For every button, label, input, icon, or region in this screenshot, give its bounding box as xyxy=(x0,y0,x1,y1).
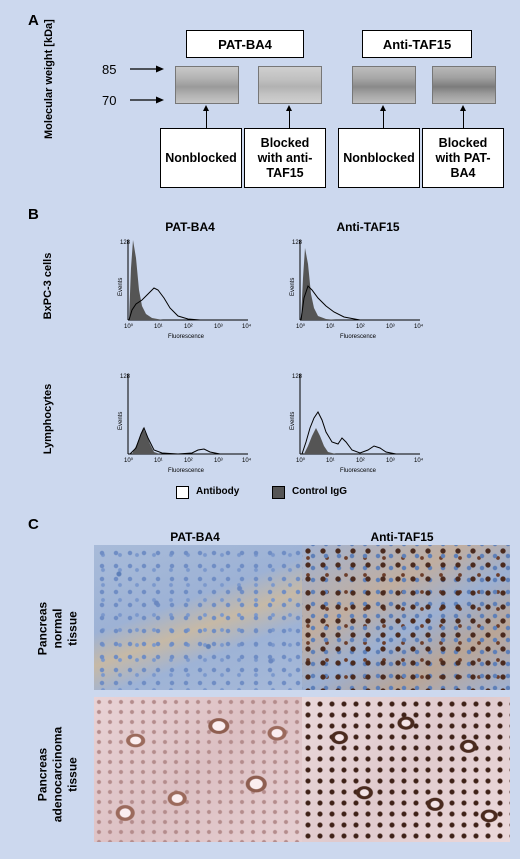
x-tick-2: 10² xyxy=(356,324,365,330)
x-tick-3: 10³ xyxy=(386,458,395,464)
western-blot-lane-4 xyxy=(432,66,496,104)
ihc-row-label-normal: Pancreas normal tissue xyxy=(35,601,80,656)
x-tick-3: 10³ xyxy=(386,324,395,330)
x-tick-1: 10¹ xyxy=(326,324,335,330)
y-max-label: 128 xyxy=(292,374,303,380)
lane-4-arrow xyxy=(460,105,466,128)
x-axis-label: Fluorescence xyxy=(168,334,205,340)
x-axis-label: Fluorescence xyxy=(168,468,205,474)
flow-column-title-pat-ba4: PAT-BA4 xyxy=(165,220,215,234)
western-blot-lane-1 xyxy=(175,66,239,104)
y-axis-label: Events xyxy=(118,278,124,296)
legend-label-control: Control IgG xyxy=(292,486,347,497)
lane-label-4: Blocked with PAT-BA4 xyxy=(422,128,504,188)
mw-arrows xyxy=(130,65,164,104)
flow-row-label-bxpc3: BxPC-3 cells xyxy=(42,252,54,320)
x-tick-1: 10¹ xyxy=(154,324,163,330)
lane-label-2: Blocked with anti-TAF15 xyxy=(244,128,326,188)
lane-3-arrow xyxy=(380,105,386,128)
group-header-pat-ba4: PAT-BA4 xyxy=(186,30,304,58)
panel-a-letter: A xyxy=(28,12,39,29)
lane-label-3: Nonblocked xyxy=(338,128,420,188)
x-axis-label: Fluorescence xyxy=(340,334,377,340)
x-tick-1: 10¹ xyxy=(154,458,163,464)
x-axis-label: Fluorescence xyxy=(340,468,377,474)
lane-label-1: Nonblocked xyxy=(160,128,242,188)
lane-1-arrow xyxy=(203,105,209,128)
x-tick-1: 10¹ xyxy=(326,458,335,464)
lane-2-arrow xyxy=(286,105,292,128)
x-tick-4: 10⁴ xyxy=(242,457,252,464)
x-tick-2: 10² xyxy=(184,324,193,330)
ihc-row-label-adenocarcinoma: Pancreas adenocarcinoma tissue xyxy=(35,726,80,823)
x-tick-2: 10² xyxy=(356,458,365,464)
legend-swatch-control xyxy=(272,486,285,499)
y-axis-label: Events xyxy=(290,278,296,296)
mw-marker-70: 70 xyxy=(102,93,117,108)
y-max-label: 128 xyxy=(292,240,303,246)
x-tick-3: 10³ xyxy=(214,458,223,464)
x-tick-3: 10³ xyxy=(214,324,223,330)
ihc-image-normal-pat-ba4 xyxy=(94,545,302,690)
ihc-column-title-pat-ba4: PAT-BA4 xyxy=(170,530,220,544)
flow-column-title-anti-taf15: Anti-TAF15 xyxy=(336,220,400,234)
flow-histogram-lymphocytes-pat-ba4: 128 Events 10⁰ 10¹ 10² 10³ 10⁴ Fluoresce… xyxy=(108,362,258,492)
y-max-label: 128 xyxy=(120,240,131,246)
x-tick-4: 10⁴ xyxy=(242,323,252,330)
flow-histogram-bxpc3-pat-ba4: 128 Events 10⁰ 10¹ 10² 10³ 10⁴ Fluoresce… xyxy=(108,228,258,358)
legend-label-antibody: Antibody xyxy=(196,486,240,497)
x-tick-4: 10⁴ xyxy=(414,457,424,464)
molecular-weight-label: Molecular weight [kDa] xyxy=(43,19,55,139)
x-tick-2: 10² xyxy=(184,458,193,464)
flow-histogram-bxpc3-anti-taf15: 128 Events 10⁰ 10¹ 10² 10³ 10⁴ Fluoresce… xyxy=(280,228,430,358)
x-tick-0: 10⁰ xyxy=(296,323,306,330)
x-tick-0: 10⁰ xyxy=(124,457,134,464)
y-max-label: 128 xyxy=(120,374,131,380)
x-tick-0: 10⁰ xyxy=(124,323,134,330)
panel-c-letter: C xyxy=(28,516,39,533)
western-blot-lane-3 xyxy=(352,66,416,104)
western-blot-lane-2 xyxy=(258,66,322,104)
x-tick-0: 10⁰ xyxy=(296,457,306,464)
ihc-image-adenocarcinoma-anti-taf15 xyxy=(302,697,510,842)
ihc-image-normal-anti-taf15 xyxy=(302,545,510,690)
ihc-column-title-anti-taf15: Anti-TAF15 xyxy=(370,530,434,544)
legend-swatch-antibody xyxy=(176,486,189,499)
group-header-anti-taf15: Anti-TAF15 xyxy=(362,30,472,58)
y-axis-label: Events xyxy=(290,412,296,430)
panel-b-letter: B xyxy=(28,206,39,223)
flow-row-label-lymphocytes: Lymphocytes xyxy=(42,383,54,455)
flow-histogram-lymphocytes-anti-taf15: 128 Events 10⁰ 10¹ 10² 10³ 10⁴ Fluoresce… xyxy=(280,362,430,492)
x-tick-4: 10⁴ xyxy=(414,323,424,330)
mw-marker-85: 85 xyxy=(102,62,117,77)
ihc-image-adenocarcinoma-pat-ba4 xyxy=(94,697,302,842)
y-axis-label: Events xyxy=(118,412,124,430)
